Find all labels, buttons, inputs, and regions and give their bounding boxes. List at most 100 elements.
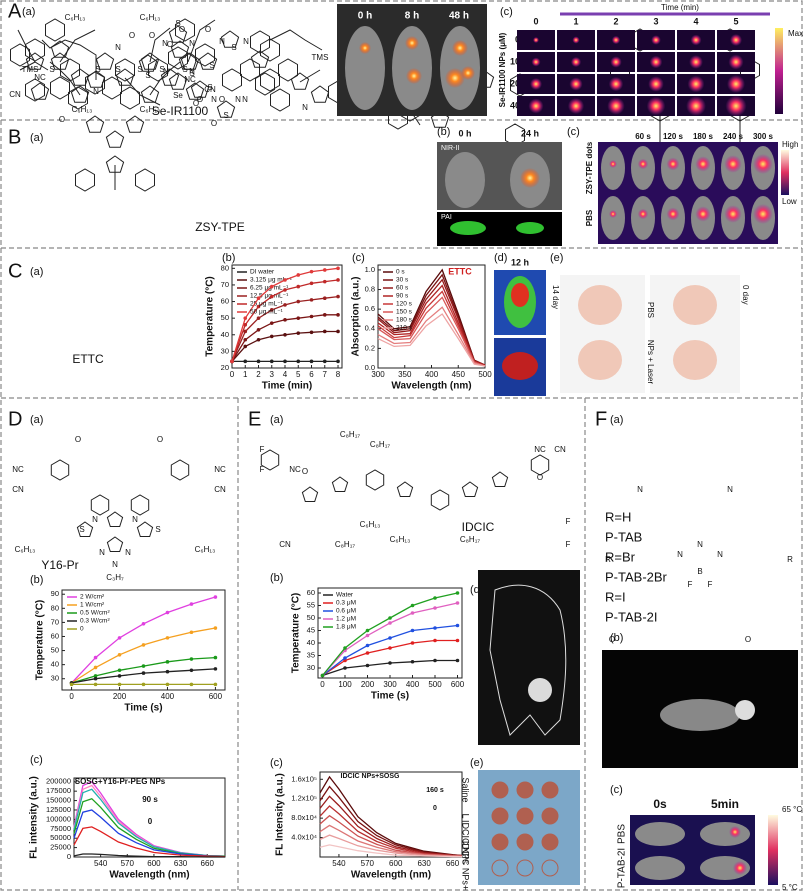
ring: [106, 536, 124, 552]
label: PBS: [617, 824, 628, 844]
atom-label: C₆H₁₃: [390, 535, 411, 544]
r-group-line: P-TAB-2I: [605, 609, 658, 624]
legend-label: 12.5 μg mL⁻¹: [250, 293, 289, 300]
signal: [651, 35, 661, 45]
signal: [533, 37, 539, 43]
atom-label: C₆H₁₃: [360, 520, 381, 529]
point: [388, 616, 392, 620]
point: [256, 316, 261, 320]
atom-label: N: [99, 548, 105, 557]
atom-label: O: [537, 473, 543, 482]
atom-label: S: [223, 111, 228, 120]
y-tick-label: 0.2: [365, 343, 375, 352]
atom-label: NC: [534, 445, 546, 454]
sub-label: (c): [270, 757, 283, 769]
r-group-line: P-TAB-2Br: [605, 569, 668, 584]
point: [433, 626, 437, 630]
signal: [725, 95, 747, 117]
label: 12 h: [511, 257, 529, 267]
plot-frame: [61, 589, 226, 691]
point: [141, 643, 146, 647]
point: [410, 641, 415, 645]
point: [93, 674, 98, 678]
mouse: [673, 340, 717, 380]
ring: [430, 489, 450, 511]
point: [336, 294, 340, 299]
atom-label: S: [207, 83, 212, 92]
sub-label: (c): [567, 126, 580, 138]
label: 180 s: [693, 132, 714, 141]
ring: [68, 86, 88, 110]
label: 5 °C: [782, 883, 798, 891]
signal: [686, 96, 706, 116]
heat: [511, 283, 529, 307]
point: [189, 657, 194, 661]
ring: [106, 511, 124, 527]
atom-label: O: [129, 31, 135, 40]
signal: [528, 678, 552, 702]
mouse: [440, 26, 480, 110]
sub-label: (c): [352, 252, 365, 264]
sub-label: (e): [550, 252, 563, 264]
atom-label: S: [231, 43, 236, 52]
signal: [727, 75, 745, 93]
ring: [120, 86, 140, 110]
point: [117, 636, 122, 640]
x-tick-label: 300: [383, 680, 397, 689]
legend-label: 3.125 μg mL⁻¹: [250, 277, 293, 284]
ring: [115, 68, 135, 86]
signal: [567, 97, 585, 115]
legend-label: DI water: [250, 269, 275, 276]
x-tick-label: 2: [256, 370, 261, 379]
label: 300 s: [753, 132, 774, 141]
atom-label: C₈H₁₇: [460, 535, 481, 544]
ring: [75, 168, 95, 192]
atom-label: NC: [289, 465, 301, 474]
point: [433, 596, 437, 600]
point: [269, 294, 274, 299]
sub-label: (c): [500, 6, 513, 18]
atom-label: N: [243, 37, 249, 46]
atom-label: F: [566, 540, 571, 549]
atom-label: N: [717, 550, 723, 559]
signal: [607, 97, 625, 115]
y-tick-label: 0.0: [365, 363, 375, 372]
bond: [187, 19, 216, 63]
ring: [10, 43, 30, 67]
point: [93, 655, 98, 660]
ring: [140, 85, 160, 103]
atom-label: S: [189, 69, 194, 78]
color-bar: [781, 150, 789, 195]
ring: [260, 38, 280, 62]
label: 5min: [711, 797, 739, 811]
atom-label: S: [155, 525, 160, 534]
y-tick-label: 60: [51, 631, 59, 640]
ring: [170, 40, 190, 58]
atom-label: O: [302, 467, 308, 476]
y-tick-label: 70: [51, 617, 59, 626]
ring: [198, 52, 218, 70]
atom-label: C₆H₁₃: [140, 13, 161, 22]
atom-label: N: [219, 37, 225, 46]
bond: [149, 61, 181, 96]
sub-label: (c): [610, 784, 623, 796]
point: [230, 359, 234, 364]
tissue-outline: [489, 584, 567, 736]
signal: [729, 826, 741, 838]
image: [598, 142, 778, 244]
point: [213, 655, 218, 660]
y-tick-label: 40: [51, 660, 59, 669]
signal: [646, 96, 666, 116]
point: [322, 279, 327, 284]
atom-label: S: [95, 65, 100, 74]
x-tick-label: 500: [478, 370, 492, 379]
atom-label: R: [787, 555, 793, 564]
sub-label: (a): [30, 132, 43, 144]
atom-label: O: [59, 115, 65, 124]
x-tick-label: 570: [121, 859, 135, 868]
legend-label: 2 W/cm²: [80, 594, 105, 601]
tumor: [491, 859, 509, 877]
point: [283, 318, 287, 322]
signal: [609, 160, 617, 168]
ring: [135, 168, 155, 192]
